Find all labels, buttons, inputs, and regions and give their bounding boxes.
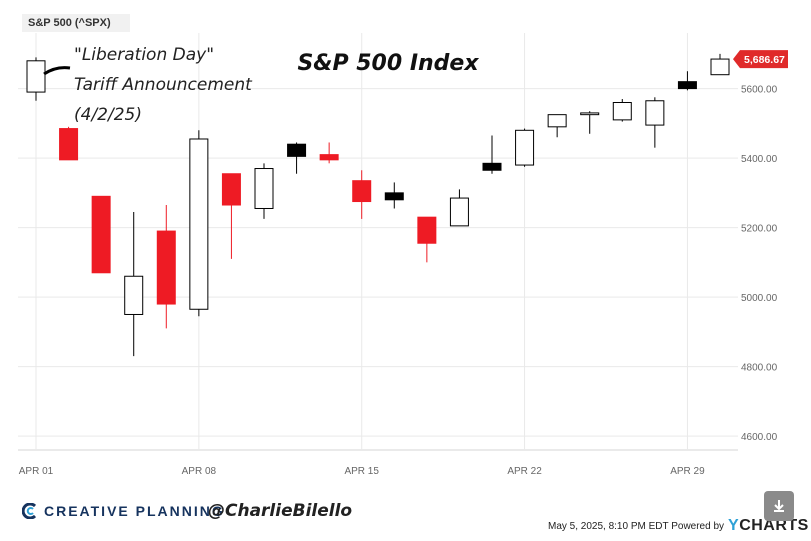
candle[interactable] xyxy=(612,99,632,122)
candle-body xyxy=(710,58,730,76)
candle-body xyxy=(482,162,502,171)
candle-body xyxy=(515,129,535,166)
annotation-line-2: Tariff Announcement xyxy=(74,75,253,95)
candle-body xyxy=(287,143,307,157)
y-tick-label: 4800.00 xyxy=(741,363,778,374)
annotation-line-1: "Liberation Day" xyxy=(74,45,214,65)
x-tick-label: APR 29 xyxy=(670,466,705,477)
y-tick-label: 5400.00 xyxy=(741,154,778,165)
grid xyxy=(18,33,738,451)
candle[interactable] xyxy=(221,173,241,259)
candle-body xyxy=(645,100,665,126)
download-icon xyxy=(774,500,784,512)
y-axis: 4600.00 4800.00 5000.00 5200.00 5400.00 5600.… xyxy=(741,85,778,444)
candle-body xyxy=(26,60,46,93)
candles xyxy=(26,53,730,357)
candle-body xyxy=(547,114,567,128)
last-price-tag: 5,686.67 xyxy=(733,50,788,69)
creative-planning-icon xyxy=(22,503,37,519)
x-tick-label: APR 08 xyxy=(182,466,217,477)
candle-body xyxy=(221,173,241,206)
candle[interactable] xyxy=(580,111,600,134)
candle[interactable] xyxy=(287,142,307,174)
candle-body xyxy=(254,168,274,209)
candle[interactable] xyxy=(124,211,144,357)
candle-body xyxy=(124,275,144,315)
price-tag-background xyxy=(733,50,788,69)
candle[interactable] xyxy=(156,205,176,329)
download-button[interactable] xyxy=(764,491,794,521)
candle-body xyxy=(156,230,176,305)
x-tick-label: APR 15 xyxy=(344,466,379,477)
candle-body xyxy=(612,102,632,121)
candle[interactable] xyxy=(26,57,46,101)
annotation-arrow xyxy=(43,66,71,76)
candle[interactable] xyxy=(91,195,111,274)
candle-body xyxy=(677,81,697,90)
y-tick-label: 5000.00 xyxy=(741,293,778,304)
creative-planning-logo: CREATIVE PLANNING xyxy=(22,503,225,519)
chart-title: S&P 500 Index xyxy=(297,51,479,76)
candle[interactable] xyxy=(189,130,209,317)
brand-name: CREATIVE PLANNING xyxy=(44,503,225,519)
candle[interactable] xyxy=(352,170,372,219)
footer-attribution: May 5, 2025, 8:10 PM EDT Powered by YCHA… xyxy=(548,517,809,535)
ticker-label: S&P 500 (^SPX) xyxy=(22,14,130,32)
candle-body xyxy=(59,128,79,161)
ycharts-logo[interactable]: YCHARTS xyxy=(728,517,809,534)
annotation: "Liberation Day" Tariff Announcement (4/… xyxy=(43,45,253,125)
x-axis: APR 01 APR 08 APR 15 APR 22 APR 29 xyxy=(19,466,705,477)
last-price: 5,686.67 xyxy=(744,54,785,66)
x-tick-label: APR 01 xyxy=(19,466,54,477)
candle-body xyxy=(417,216,437,244)
candle[interactable] xyxy=(482,135,502,174)
candle[interactable] xyxy=(384,182,404,209)
candle[interactable] xyxy=(254,163,274,219)
candle-body xyxy=(189,138,209,310)
candle[interactable] xyxy=(645,97,665,148)
y-tick-label: 4600.00 xyxy=(741,432,778,443)
annotation-line-3: (4/2/25) xyxy=(74,105,142,125)
candle[interactable] xyxy=(59,126,79,161)
candle[interactable] xyxy=(417,216,437,263)
candle-body xyxy=(319,154,339,161)
timestamp: May 5, 2025, 8:10 PM EDT Powered by xyxy=(548,520,725,532)
candle[interactable] xyxy=(319,142,339,164)
chart: 4600.00 4800.00 5000.00 5200.00 5400.00 5600.… xyxy=(18,33,788,477)
candle[interactable] xyxy=(547,114,567,138)
y-tick-label: 5600.00 xyxy=(741,85,778,96)
candle-body xyxy=(352,180,372,203)
candle[interactable] xyxy=(449,189,469,227)
candle[interactable] xyxy=(515,128,535,167)
y-tick-label: 5200.00 xyxy=(741,224,778,235)
candle[interactable] xyxy=(677,71,697,91)
author-handle: @CharlieBilello xyxy=(208,501,353,521)
candle-body xyxy=(91,195,111,274)
candle-body xyxy=(449,197,469,227)
candle-body xyxy=(384,192,404,201)
x-tick-label: APR 22 xyxy=(507,466,542,477)
candle-body xyxy=(580,112,600,116)
candle[interactable] xyxy=(710,53,730,76)
